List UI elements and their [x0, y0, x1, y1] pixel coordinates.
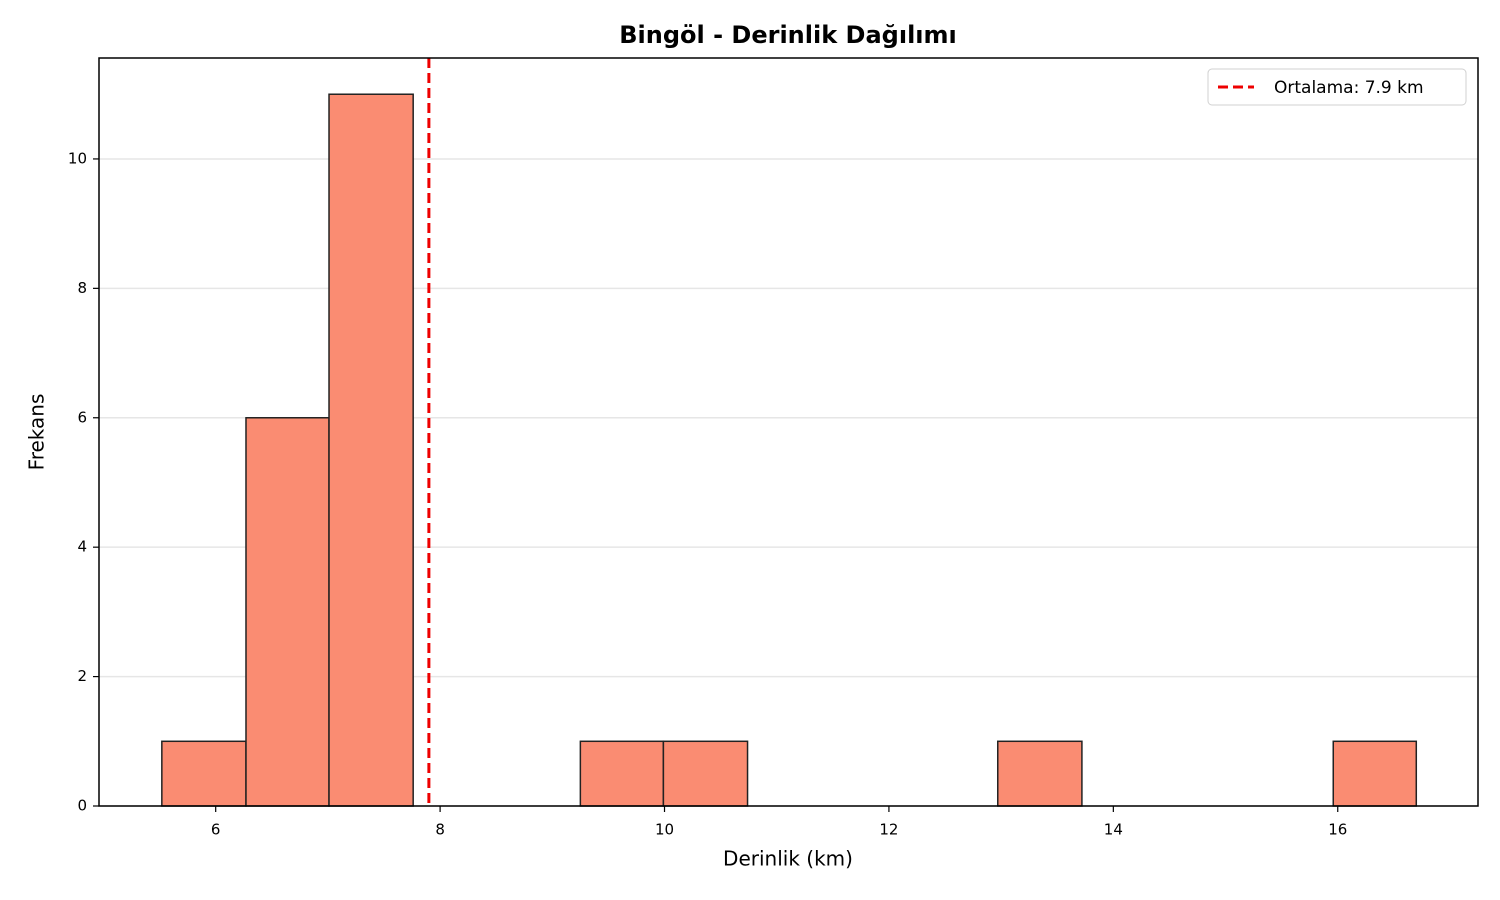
plot-frame: [98, 57, 1479, 807]
x-axis-label: Derinlik (km): [723, 847, 853, 871]
x-tick-label: 8: [435, 821, 445, 839]
y-tick-label: 2: [77, 667, 87, 685]
x-tick-label: 10: [655, 821, 674, 839]
y-axis-label: Frekans: [25, 394, 49, 471]
bar: [997, 740, 1083, 807]
y-tick-label: 4: [77, 538, 87, 556]
bar: [1332, 740, 1418, 807]
x-tick-label: 14: [1104, 821, 1123, 839]
y-tick-label: 6: [77, 408, 87, 426]
y-tick-label: 0: [77, 797, 87, 815]
bar: [161, 740, 247, 807]
x-tick-label: 6: [211, 821, 221, 839]
x-tick-label: 16: [1328, 821, 1347, 839]
chart-title: Bingöl - Derinlik Dağılımı: [619, 21, 957, 49]
legend-label: Ortalama: 7.9 km: [1274, 78, 1424, 98]
bar: [662, 740, 749, 807]
bar: [579, 740, 665, 807]
x-tick-label: 12: [879, 821, 898, 839]
y-tick-label: 10: [68, 149, 87, 167]
bar: [245, 417, 330, 807]
bar: [328, 93, 414, 807]
legend-box: [1207, 68, 1467, 106]
y-tick-label: 8: [77, 279, 87, 297]
